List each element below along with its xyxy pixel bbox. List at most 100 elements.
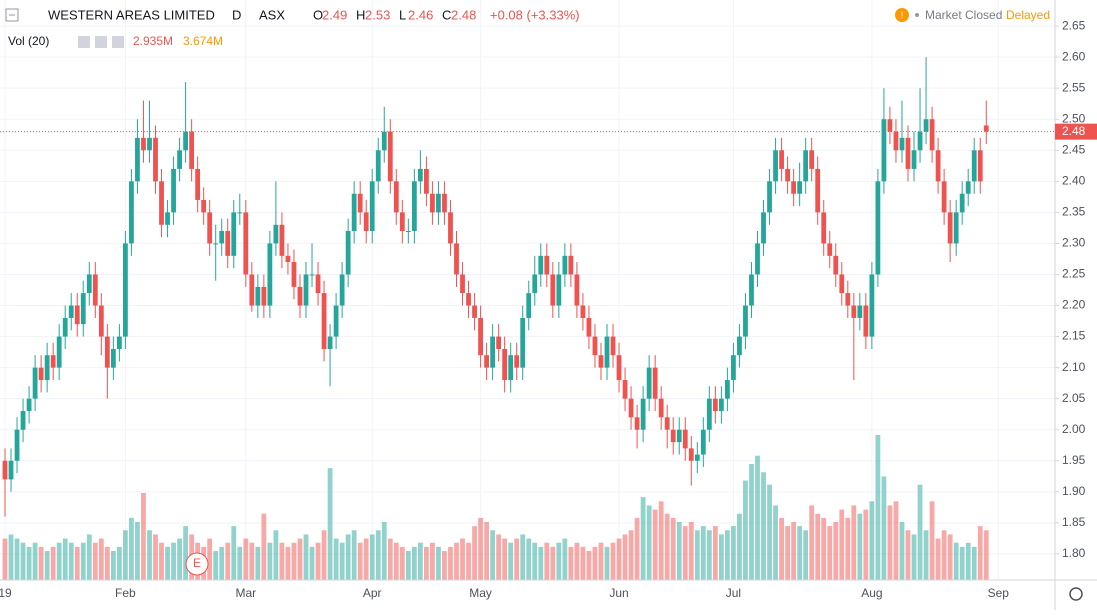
candle-body (249, 274, 255, 306)
candle-body (285, 255, 291, 263)
volume-bar (279, 542, 285, 580)
candle-body (845, 293, 851, 306)
candle-body (375, 150, 381, 182)
volume-bar (574, 542, 580, 580)
volume-label: Vol (20) (8, 34, 49, 48)
volume-bar (405, 551, 411, 580)
status-icon-mark: ! (901, 11, 904, 22)
earnings-marker[interactable] (185, 552, 209, 576)
candle-body (893, 131, 899, 151)
candle-body (592, 336, 598, 356)
candle-body (430, 193, 435, 213)
candle-body (664, 417, 670, 430)
volume-bar (153, 534, 158, 580)
candle-body (935, 150, 941, 182)
candle-body (466, 293, 471, 306)
candle-body (929, 119, 935, 151)
volume-bar (616, 538, 622, 580)
volume-bar (911, 534, 917, 580)
volume-bar (508, 542, 514, 580)
x-tick-label: Apr (363, 586, 382, 600)
volume-bar (664, 513, 670, 580)
candle-body (273, 224, 279, 244)
vol-eye-button[interactable] (78, 36, 90, 48)
volume-bar (333, 538, 339, 580)
candle-body (496, 336, 502, 349)
y-tick-label: 2.40 (1062, 173, 1086, 187)
y-tick-label: 2.50 (1062, 111, 1086, 125)
volume-bar (761, 472, 766, 580)
volume-bar (448, 546, 453, 580)
volume-bar (490, 530, 496, 580)
candle-body (676, 429, 682, 443)
collapse-icon[interactable] (5, 8, 19, 22)
candle-body (135, 137, 140, 182)
candle-body (670, 429, 676, 443)
interval: D (232, 7, 241, 22)
volume-bar (237, 546, 243, 580)
volume-bar (135, 522, 140, 580)
vol-remove-button[interactable] (112, 36, 124, 48)
candle-body (743, 305, 748, 337)
status-icon[interactable] (895, 8, 909, 22)
candle-body (44, 355, 50, 381)
volume-bar (851, 505, 857, 580)
volume-bar (971, 546, 977, 580)
candle-body (393, 181, 399, 213)
volume-bar (424, 546, 429, 580)
candle-body (183, 131, 188, 151)
candle-body (219, 231, 225, 244)
candle-body (947, 212, 953, 244)
volume-bar (285, 546, 291, 580)
candle-body (526, 293, 532, 318)
volume-bar (261, 513, 267, 580)
volume-bar (923, 530, 929, 580)
candle-body (387, 131, 393, 182)
candle-body (399, 212, 405, 232)
candle-body (905, 137, 911, 169)
candle-body (622, 380, 628, 399)
candle-body (279, 224, 285, 256)
volume-bar (141, 493, 146, 580)
volume-bar (887, 505, 893, 580)
volume-bar (436, 546, 441, 580)
candle-body (231, 212, 237, 256)
volume-bar (466, 542, 471, 580)
volume-ma: 3.674M (183, 34, 223, 48)
volume-bar (309, 546, 315, 580)
candle-body (56, 336, 62, 368)
ohlc-value: 2.53 (365, 7, 390, 22)
candle-body (8, 460, 14, 480)
x-tick-label: Jun (609, 586, 628, 600)
volume-bar (14, 538, 20, 580)
vol-settings-button[interactable] (95, 36, 107, 48)
candle-body (92, 274, 98, 306)
settings-icon[interactable] (1069, 587, 1083, 601)
volume-bar (604, 546, 610, 580)
volume-bar (243, 538, 249, 580)
volume-bar (213, 551, 219, 580)
candle-body (327, 336, 333, 349)
candle-body (357, 193, 363, 213)
candle-body (863, 305, 869, 337)
volume-bar (833, 522, 839, 580)
candle-body (255, 286, 261, 306)
volume-bar (899, 522, 905, 580)
volume-bar (628, 530, 634, 580)
y-tick-label: 1.90 (1062, 484, 1086, 498)
candle-body (574, 274, 580, 306)
volume-bar (357, 542, 363, 580)
volume-bar (682, 526, 688, 580)
volume-bar (171, 542, 176, 580)
candle-body (839, 274, 845, 294)
volume-bar (875, 435, 881, 580)
volume-bar (827, 526, 833, 580)
volume-bar (381, 522, 387, 580)
candle-body (195, 168, 201, 200)
candle-body (875, 181, 881, 275)
candle-body (129, 181, 134, 244)
volume-bar (743, 480, 748, 580)
volume-bar (345, 534, 351, 580)
x-tick-label: Mar (235, 586, 256, 600)
x-tick-label: Jul (726, 586, 741, 600)
